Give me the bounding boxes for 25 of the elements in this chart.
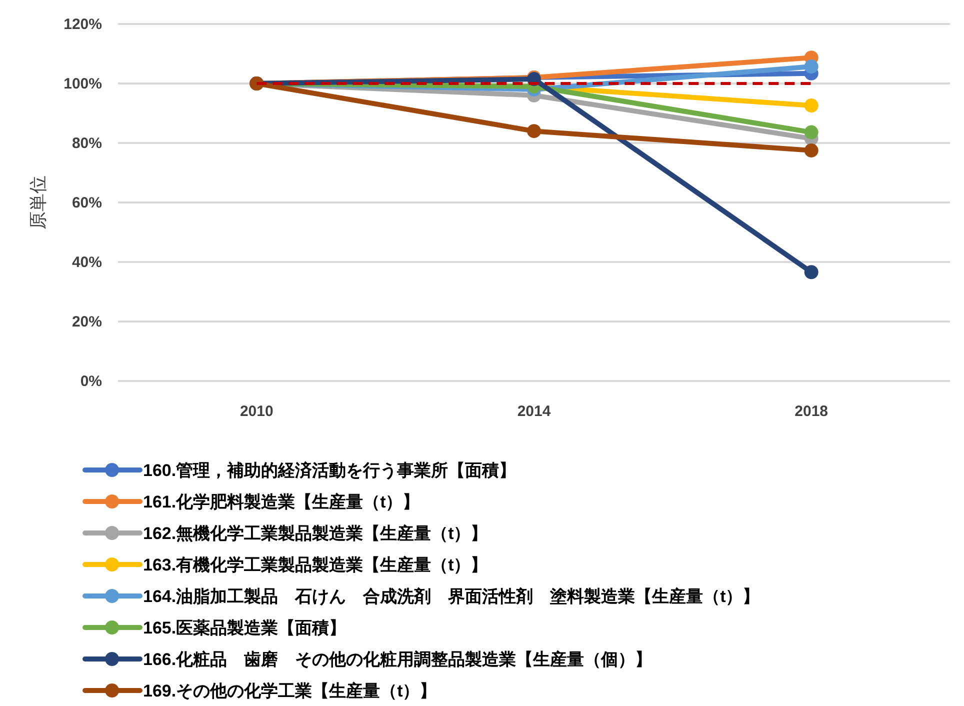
y-tick-label: 20% xyxy=(72,314,102,330)
y-tick-label: 100% xyxy=(64,76,102,92)
point xyxy=(804,98,818,113)
legend-label: 169.その他の化学工業【生産量（t）】 xyxy=(143,682,437,700)
legend-label: 162.無機化学工業製品製造業【生産量（t）】 xyxy=(143,524,488,543)
legend-label: 166.化粧品 歯磨 その他の化粧用調整品製造業【生産量（個）】 xyxy=(143,650,652,669)
y-tick-label: 60% xyxy=(72,194,102,212)
x-tick-label: 2018 xyxy=(794,403,828,420)
x-tick-label: 2010 xyxy=(240,403,274,420)
x-tick-label: 2014 xyxy=(517,403,552,420)
legend-label: 161.化学肥料製造業【生産量（t）】 xyxy=(143,492,420,512)
legend-label: 163.有機化学工業製品製造業【生産量（t）】 xyxy=(143,556,488,574)
y-axis-title: 原単位 xyxy=(28,176,48,230)
y-tick-label: 40% xyxy=(72,254,102,271)
point xyxy=(804,265,818,280)
point xyxy=(804,125,818,140)
legend-label: 165.医薬品製造業【面積】 xyxy=(143,618,346,638)
legend-label: 164.油脂加工製品 石けん 合成洗剤 界面活性剤 塗料製造業【生産量（t）】 xyxy=(143,587,760,606)
point xyxy=(804,60,818,74)
point xyxy=(804,143,818,158)
y-tick-label: 80% xyxy=(72,135,102,152)
point xyxy=(527,124,541,138)
y-tick-label: 120% xyxy=(64,16,102,33)
legend-label: 160.管理，補助的経済活動を行う事業所【面積】 xyxy=(143,461,516,480)
y-tick-label: 0% xyxy=(80,373,102,390)
